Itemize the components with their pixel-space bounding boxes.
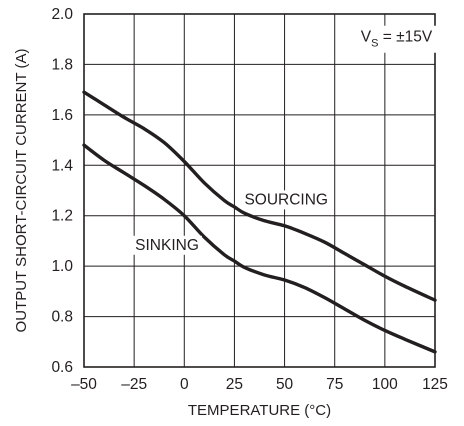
x-tick-label: 0: [180, 376, 189, 393]
sourcing-curve-label: SOURCING: [244, 191, 328, 208]
sinking-curve-label: SINKING: [135, 237, 199, 254]
y-axis-title: OUTPUT SHORT-CIRCUIT CURRENT (A): [13, 49, 30, 333]
y-tick-label: 0.6: [51, 359, 73, 376]
x-tick-label: 50: [276, 376, 294, 393]
supply-voltage-annotation: VS = ±15V: [361, 29, 433, 50]
sourcing-curve: [82, 90, 437, 302]
grid-lines: [84, 14, 435, 367]
sinking-curve: [82, 143, 437, 354]
y-tick-labels: 0.6 0.8 1.0 1.2 1.4 1.6 1.8 2.0: [51, 6, 73, 376]
annotation-subscript: S: [371, 38, 378, 50]
sinking-label-box: SINKING: [132, 235, 202, 255]
x-tick-label: 25: [226, 376, 243, 393]
x-tick-label: 75: [326, 376, 343, 393]
x-tick-labels: –50 –25 0 25 50 75 100 125: [71, 376, 448, 393]
y-tick-label: 1.8: [51, 56, 73, 73]
y-tick-label: 1.4: [51, 157, 73, 174]
sourcing-label-box: SOURCING: [241, 190, 332, 210]
x-tick-label: 125: [422, 376, 448, 393]
y-tick-label: 2.0: [51, 6, 73, 23]
plot-frame: [83, 13, 436, 368]
y-tick-label: 1.2: [51, 208, 73, 225]
y-tick-label: 1.6: [51, 107, 73, 124]
x-tick-label: 100: [372, 376, 398, 393]
annotation-rest: = ±15V: [378, 29, 432, 46]
y-tick-label: 0.8: [51, 309, 73, 326]
y-tick-label: 1.0: [51, 258, 73, 275]
x-tick-label: –25: [121, 376, 147, 393]
x-tick-label: –50: [71, 376, 97, 393]
x-axis-title: TEMPERATURE (°C): [188, 402, 331, 419]
data-series: [82, 90, 437, 354]
supply-voltage-annotation-box: VS = ±15V: [355, 25, 438, 53]
annotation-main: V: [361, 29, 372, 46]
